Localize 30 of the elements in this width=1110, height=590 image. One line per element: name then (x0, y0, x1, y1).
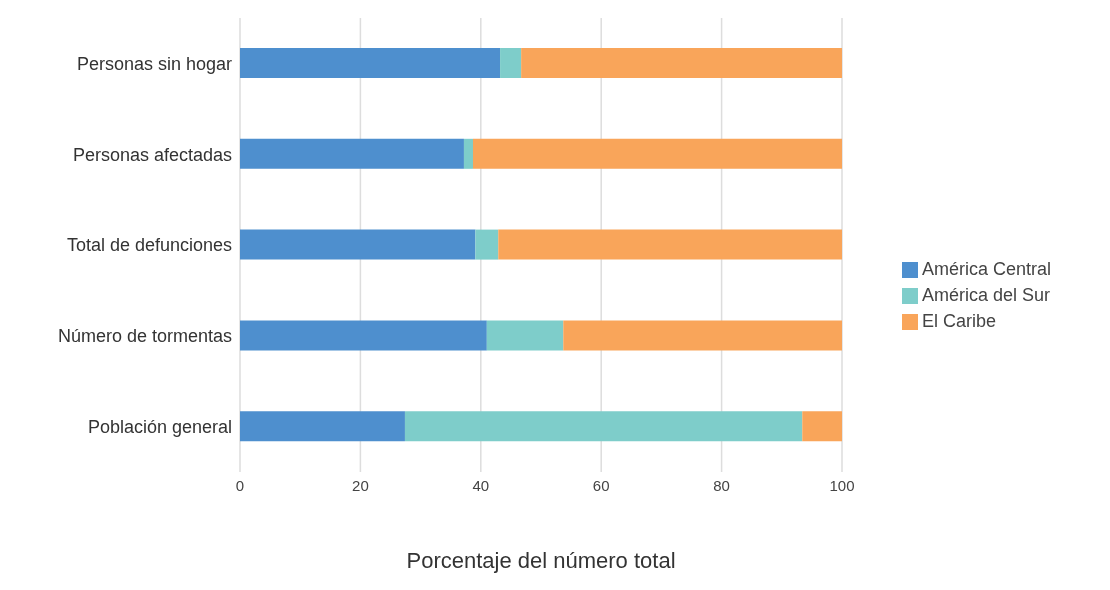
bar (463, 138, 473, 169)
x-tick-label: 80 (713, 476, 730, 494)
bar (563, 320, 842, 351)
bar (240, 48, 501, 78)
y-tick-label: Total de defunciones (66, 235, 232, 256)
bar (500, 48, 522, 78)
bar (498, 229, 842, 260)
x-tick-label: 40 (472, 476, 490, 494)
bar (486, 320, 564, 351)
y-tick-label: Número de tormentas (57, 326, 232, 347)
x-axis-title: Porcentaje del número total (406, 548, 676, 573)
bar (240, 229, 476, 260)
bar (475, 229, 499, 260)
x-tick-label: 60 (592, 476, 610, 494)
bar (404, 411, 803, 442)
legend-label: América del Sur (922, 285, 1051, 305)
y-tick-label: Población general (87, 416, 232, 437)
bar (240, 411, 405, 442)
bar (521, 48, 842, 78)
y-tick-label: Personas afectadas (72, 144, 232, 165)
bar (472, 138, 842, 169)
x-tick-label: 20 (352, 476, 369, 494)
bar (240, 138, 464, 169)
x-tick-label: 0 (235, 476, 245, 494)
bar (802, 411, 842, 442)
y-tick-label: Personas sin hogar (76, 53, 232, 74)
x-tick-label: 100 (829, 476, 855, 494)
legend-label: El Caribe (922, 311, 997, 331)
bar (240, 320, 487, 351)
legend-label: América Central (922, 259, 1052, 279)
